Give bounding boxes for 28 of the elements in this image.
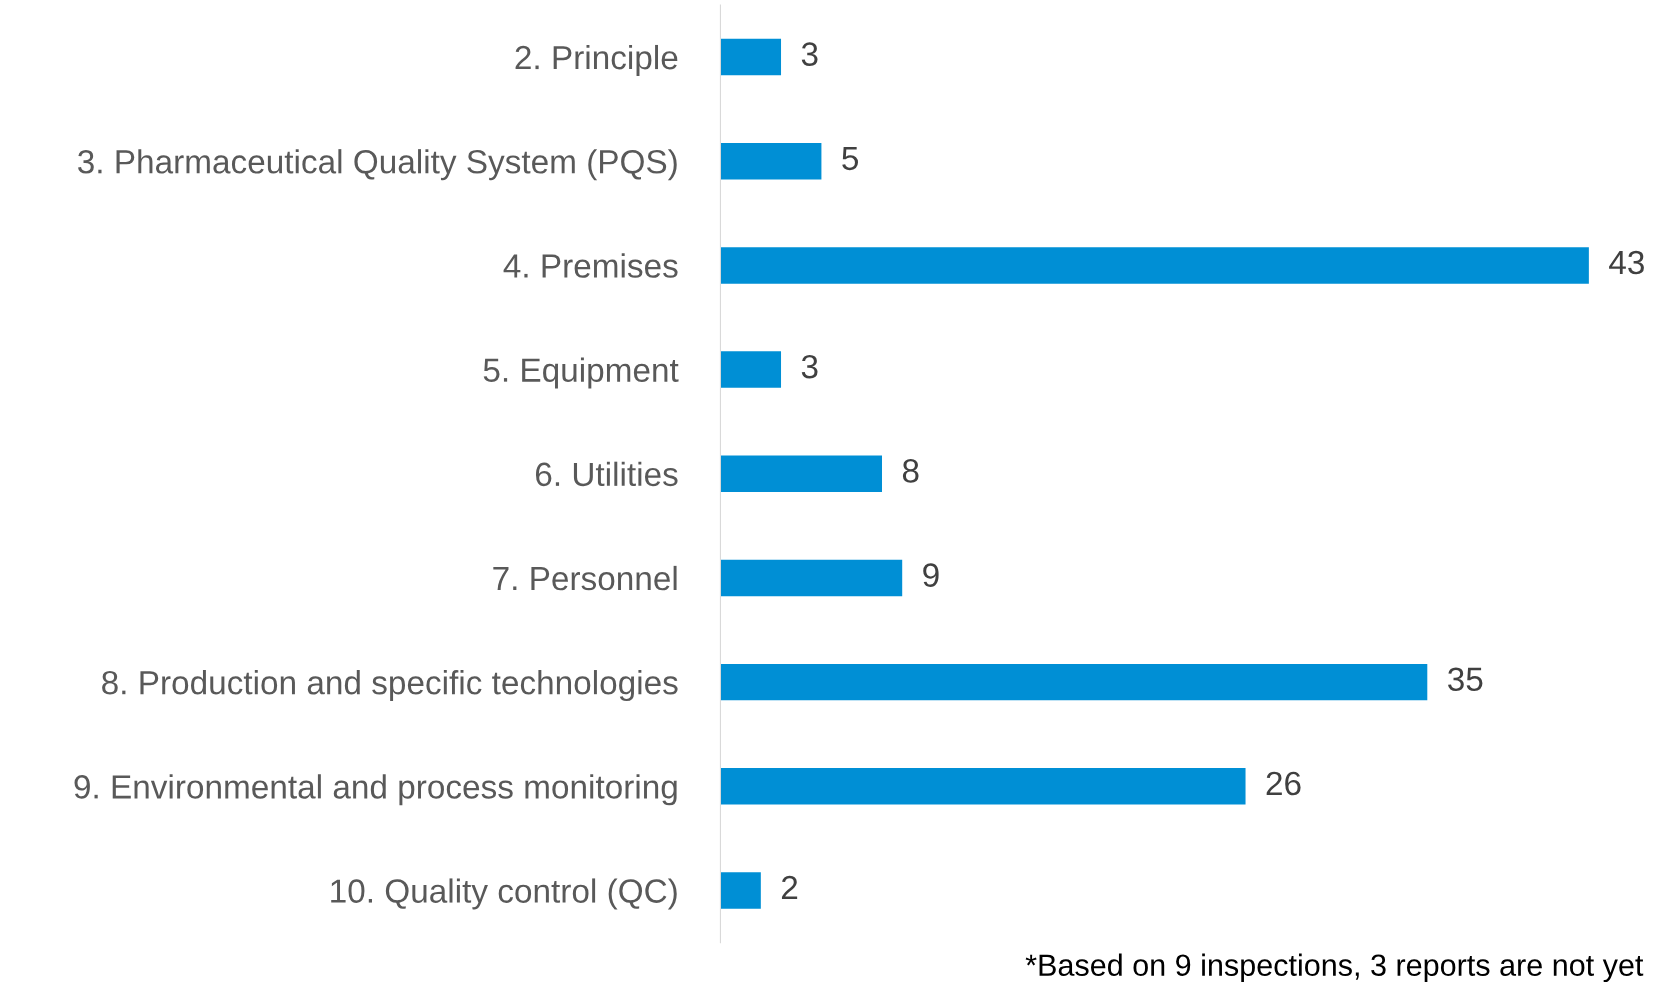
- bar: [720, 351, 782, 388]
- y-tick-label: 3. Pharmaceutical Quality System (PQS): [78, 149, 677, 181]
- data-label: 5: [842, 146, 858, 171]
- data-label: 3: [801, 42, 818, 66]
- y-tick-label: 10. Quality control (QC): [331, 878, 677, 910]
- data-label: 9: [923, 563, 939, 587]
- data-label: 35: [1448, 667, 1483, 692]
- bar: [720, 872, 761, 909]
- y-tick-label: 4. Premises: [503, 253, 678, 278]
- bar: [720, 559, 903, 597]
- data-label: 3: [801, 354, 818, 379]
- y-tick-label: 2. Principle: [515, 44, 678, 77]
- data-label: 8: [902, 459, 919, 483]
- bar: [720, 663, 1428, 701]
- bar: [720, 142, 822, 180]
- bar: [720, 247, 1589, 284]
- bar: [720, 455, 883, 492]
- y-tick-label: 5. Equipment: [483, 357, 679, 389]
- y-tick-label: 7. Personnel: [493, 565, 677, 591]
- data-label: 2: [781, 875, 798, 900]
- bar: [720, 38, 782, 76]
- data-label: 26: [1266, 771, 1301, 796]
- bar: [720, 768, 1246, 805]
- y-tick-label: 9. Environmental and process monitoring: [74, 774, 677, 806]
- y-tick-label: 6. Utilities: [535, 461, 678, 487]
- text: *Based on 9 inspections, 3 reports are not yet: [1025, 953, 1644, 983]
- y-tick-label: 8. Production and specific technologies: [102, 670, 678, 702]
- data-label: 43: [1609, 250, 1644, 275]
